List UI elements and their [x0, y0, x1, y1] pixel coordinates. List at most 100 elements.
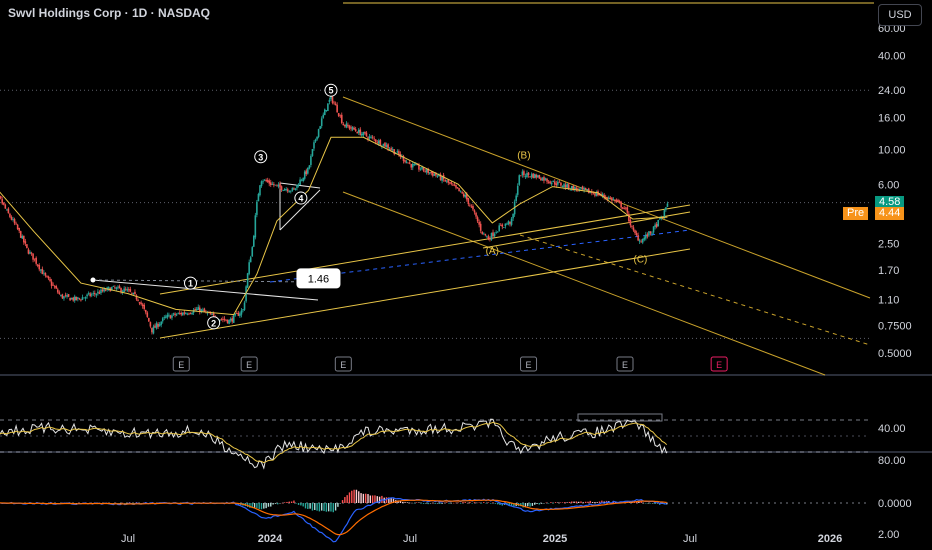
earnings-marker[interactable] [172, 356, 190, 372]
candle-body [143, 304, 146, 310]
candle-body [461, 192, 463, 194]
candle-body [27, 249, 30, 254]
candle-body [493, 233, 496, 237]
candle-body [370, 136, 372, 138]
price-axis-tick: 0.7500 [878, 320, 912, 332]
candle-body [0, 196, 2, 199]
candle-body [112, 286, 115, 287]
candle-body [151, 327, 153, 333]
macd-histogram-bar [536, 503, 538, 504]
premarket-price-tag: 4.44 [875, 206, 905, 220]
candle-body [279, 183, 281, 187]
candle-body [578, 188, 581, 190]
candle-body [200, 309, 203, 312]
candle-body [612, 199, 615, 201]
candle-body [635, 233, 638, 236]
candle-body [580, 187, 582, 189]
candle-body [171, 315, 173, 318]
candle-body [555, 183, 558, 186]
candle-body [623, 207, 626, 209]
candle-body [564, 184, 567, 188]
candle-body [658, 218, 661, 220]
price-axis-tick: 0.5000 [878, 348, 912, 360]
candle-body [16, 224, 19, 230]
macd-histogram-bar [520, 503, 522, 507]
candle-body [135, 295, 138, 300]
candle-body [308, 165, 311, 169]
candle-body [459, 190, 462, 192]
candle-body [174, 313, 176, 316]
candle-body [148, 317, 150, 322]
candle-body [549, 181, 551, 184]
candle-body [239, 313, 241, 317]
price-axis-tick: 1.10 [878, 294, 899, 306]
candle-body [592, 193, 595, 195]
candle-body [117, 286, 119, 288]
macd-histogram-bar [323, 503, 325, 512]
candle-body [388, 149, 391, 151]
candle-body [535, 174, 538, 178]
candle-body [584, 187, 587, 190]
chart-title: Swvl Holdings Corp · 1D · NASDAQ [8, 6, 211, 20]
candle-body [302, 177, 304, 182]
candle-body [269, 182, 272, 185]
macd-histogram-bar [140, 503, 142, 504]
candle-body [476, 217, 479, 222]
candle-body [53, 286, 56, 288]
candle-body [465, 193, 468, 200]
candle-body [607, 197, 610, 199]
candle-body [529, 176, 531, 178]
candle-body [286, 189, 289, 192]
candle-body [64, 295, 67, 296]
candle-body [305, 170, 308, 175]
candle-body [110, 287, 113, 291]
candle-body [413, 164, 416, 166]
candle-body [496, 231, 499, 233]
earnings-marker[interactable] [616, 356, 634, 372]
candle-body [320, 118, 323, 126]
candle-body [89, 293, 91, 297]
currency-button[interactable]: USD [878, 4, 922, 26]
candle-body [123, 288, 125, 293]
candle-body [404, 160, 406, 162]
candle-body [101, 289, 104, 291]
macd-histogram-bar [341, 500, 344, 503]
candle-body [75, 296, 78, 301]
candle-body [70, 297, 73, 300]
candle-body [473, 210, 476, 213]
candle-body [481, 231, 484, 234]
candle-body [144, 309, 147, 313]
macd-histogram-bar [598, 501, 601, 503]
candle-body [237, 312, 240, 316]
candle-body [347, 124, 349, 127]
candle-body [436, 175, 439, 177]
macd-histogram-bar [524, 503, 527, 508]
candle-body [81, 297, 84, 300]
macd-histogram-bar [348, 492, 351, 503]
callout-box[interactable] [296, 268, 341, 289]
candle-body [6, 209, 8, 211]
candle-body [18, 227, 20, 231]
candle-body [501, 224, 504, 227]
candle-body [396, 151, 399, 153]
candle-body [10, 216, 13, 220]
candle-body [194, 309, 196, 311]
candle-body [231, 318, 233, 322]
macd-histogram-bar [483, 502, 485, 503]
candle-body [467, 198, 470, 205]
candle-body [638, 240, 641, 242]
candle-body [15, 223, 17, 225]
earnings-marker[interactable] [710, 356, 728, 372]
earnings-marker[interactable] [240, 356, 258, 372]
candle-body [594, 194, 596, 196]
earnings-marker[interactable] [520, 356, 538, 372]
macd-histogram-bar [133, 503, 135, 504]
macd-histogram-bar [557, 502, 559, 503]
candle-body [185, 312, 187, 315]
candle-body [456, 187, 459, 189]
candle-body [444, 179, 446, 182]
candle-body [211, 314, 213, 316]
candle-body [161, 318, 164, 322]
earnings-marker[interactable] [334, 356, 352, 372]
